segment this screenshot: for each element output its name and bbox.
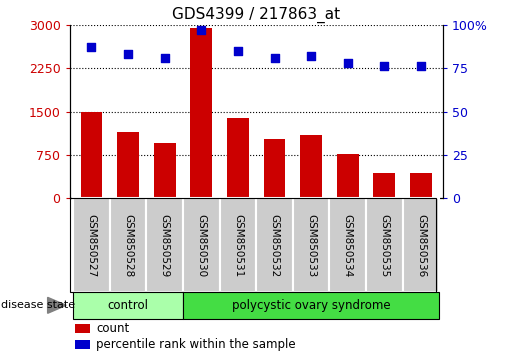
Text: GSM850529: GSM850529 [160, 213, 170, 277]
Bar [330, 198, 366, 292]
Bar [110, 198, 146, 292]
Title: GDS4399 / 217863_at: GDS4399 / 217863_at [172, 7, 340, 23]
Point [344, 60, 352, 66]
Bar [373, 173, 396, 198]
Bar [403, 198, 439, 292]
Bar [75, 340, 90, 349]
Text: GSM850528: GSM850528 [123, 213, 133, 277]
Text: GSM850531: GSM850531 [233, 213, 243, 277]
Text: GSM850527: GSM850527 [87, 213, 96, 277]
Bar [256, 198, 293, 292]
Polygon shape [47, 297, 66, 313]
Point [307, 53, 315, 59]
Bar [293, 198, 330, 292]
Text: GSM850535: GSM850535 [380, 213, 389, 277]
Bar [264, 139, 285, 198]
Point [270, 55, 279, 61]
Bar [219, 198, 256, 292]
Bar [410, 173, 432, 198]
Bar [117, 132, 139, 198]
Bar [227, 119, 249, 198]
Text: GSM850534: GSM850534 [342, 213, 353, 277]
Bar [366, 198, 403, 292]
Text: count: count [96, 322, 129, 335]
Bar [73, 198, 110, 292]
Bar [80, 112, 102, 198]
Text: percentile rank within the sample: percentile rank within the sample [96, 338, 296, 351]
Point [88, 45, 96, 50]
Bar [73, 292, 183, 319]
Bar [300, 135, 322, 198]
Bar [337, 154, 359, 198]
Text: disease state: disease state [1, 300, 75, 310]
Text: GSM850530: GSM850530 [196, 213, 207, 277]
Bar [75, 324, 90, 333]
Bar [191, 28, 212, 198]
Text: control: control [108, 299, 149, 312]
Point [197, 27, 205, 33]
Point [234, 48, 242, 53]
Text: GSM850532: GSM850532 [269, 213, 280, 277]
Point [124, 51, 132, 57]
Point [161, 55, 169, 61]
Text: GSM850533: GSM850533 [306, 213, 316, 277]
Point [417, 64, 425, 69]
Text: polycystic ovary syndrome: polycystic ovary syndrome [232, 299, 390, 312]
Bar [146, 198, 183, 292]
Bar [183, 292, 439, 319]
Bar [183, 198, 219, 292]
Text: GSM850536: GSM850536 [416, 213, 426, 277]
Point [380, 64, 388, 69]
Bar [153, 143, 176, 198]
